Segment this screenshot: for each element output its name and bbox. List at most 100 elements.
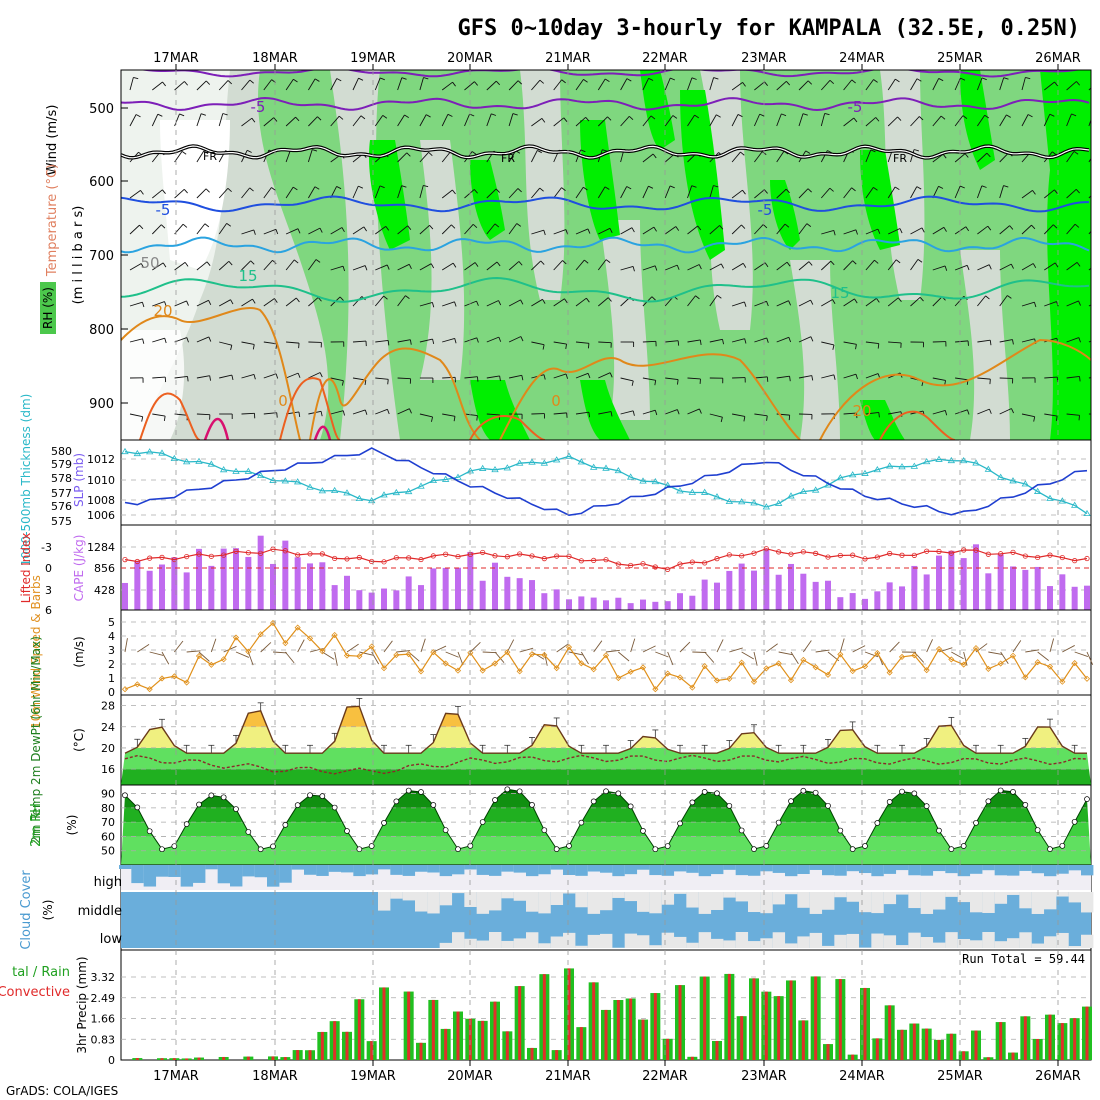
wind-barb-flag xyxy=(833,374,836,380)
cape-bars xyxy=(122,535,1090,610)
li-marker xyxy=(615,561,621,567)
cloud-low-gap xyxy=(624,933,638,948)
li-marker xyxy=(270,546,276,552)
cloud-high-bar xyxy=(168,865,181,877)
wind-barb xyxy=(731,81,743,91)
wind-barb xyxy=(665,340,679,343)
wind-barb xyxy=(241,187,251,199)
wind-barb-flag xyxy=(539,79,544,84)
cloud-middle-gap xyxy=(538,892,551,914)
rh-marker xyxy=(664,843,671,849)
wind-barb-flag xyxy=(317,116,322,121)
wind-barb xyxy=(174,413,188,416)
wind-barb xyxy=(263,117,275,127)
thickness-marker xyxy=(898,463,906,470)
wind-barb-flag xyxy=(133,77,139,80)
slp-tick-label: 1010 xyxy=(87,474,115,487)
cloud-label: Cloud Cover xyxy=(19,870,34,950)
wind-barb xyxy=(486,336,500,343)
wind-barb xyxy=(330,265,344,271)
wind-barb xyxy=(486,300,499,307)
li-marker xyxy=(985,551,991,557)
rh-marker xyxy=(714,790,720,797)
cape-bar xyxy=(590,597,597,610)
cape-bar xyxy=(1071,586,1078,610)
wind-barb xyxy=(397,185,403,199)
precip-bar-convective xyxy=(937,1039,941,1060)
precip-bar-convective xyxy=(320,1031,324,1060)
rh-marker xyxy=(985,798,992,805)
cape-bar xyxy=(208,565,215,610)
li-marker xyxy=(184,553,190,560)
main-legend-wind: Wind (m/s) xyxy=(45,105,60,176)
precip-bar-convective xyxy=(382,987,386,1060)
cloud-low-gap xyxy=(464,938,477,948)
cloud-low-gap xyxy=(908,932,921,948)
wind-marker xyxy=(541,651,548,659)
wind-barb-10m xyxy=(247,651,254,666)
cloud-high-bar xyxy=(748,865,761,876)
wind-barb-flag xyxy=(293,78,298,83)
wind-marker xyxy=(528,651,536,658)
wind-barb xyxy=(241,298,253,307)
contour-label: 15 xyxy=(830,284,849,302)
cloud-high-bar xyxy=(193,865,206,883)
wind-marker xyxy=(615,675,622,682)
wind-barb xyxy=(798,375,812,379)
wind-barb xyxy=(843,298,855,307)
wind-barb-flag xyxy=(336,78,342,82)
cloud-middle-gap xyxy=(748,892,761,913)
wind-barb-flag xyxy=(873,186,878,191)
cloud-high-bar xyxy=(1081,865,1094,876)
wind-barb xyxy=(1066,223,1076,235)
wind-barb-flag xyxy=(1049,113,1055,117)
li-marker xyxy=(899,552,905,558)
precip-bar-convective xyxy=(678,985,682,1060)
cape-bar xyxy=(307,563,313,610)
wind-barb xyxy=(419,338,433,343)
thickness-marker xyxy=(725,497,734,505)
cloud-low-gap xyxy=(674,936,687,948)
wind-barb-flag xyxy=(452,81,456,87)
precip-bar-convective xyxy=(357,999,361,1060)
wind-barb-flag xyxy=(716,294,722,299)
wind-barb-flag xyxy=(157,113,163,117)
wind-marker xyxy=(874,650,881,657)
wind-barb xyxy=(486,80,497,91)
lifted-index-markers xyxy=(122,546,1090,573)
wind-barb xyxy=(263,341,277,345)
precip-bar-convective xyxy=(764,991,768,1060)
wind-barb-flag xyxy=(584,259,589,264)
wind-barb xyxy=(642,409,656,415)
cape-bar xyxy=(233,548,239,610)
main-ytick-label: 800 xyxy=(89,323,114,338)
wind-barb-flag xyxy=(833,230,836,236)
thickness-marker xyxy=(602,464,610,471)
wind-marker xyxy=(171,673,178,680)
cloud-high-bar xyxy=(945,865,958,874)
cloud-high-bar xyxy=(205,865,218,870)
wind-barb-flag xyxy=(741,224,746,229)
wind-marker xyxy=(578,660,585,667)
wind-barb-flag xyxy=(587,343,590,349)
wind-barb xyxy=(196,80,207,91)
wind-barb-10m xyxy=(334,651,338,666)
slp-tick-label: 1012 xyxy=(87,453,115,466)
wind-barb-flag xyxy=(766,415,768,421)
precip-bar-convective xyxy=(160,1058,164,1060)
cape-bar xyxy=(1022,569,1029,610)
cape-bar xyxy=(1084,585,1090,610)
wind-barb-flag xyxy=(807,80,813,85)
cloud-middle-gap xyxy=(859,892,872,913)
precip-tick-label: 1.66 xyxy=(91,1013,116,1026)
cape-bar xyxy=(874,591,881,610)
wind-barb-flag xyxy=(654,380,657,386)
wind-barb-10m xyxy=(889,641,900,653)
cloud-high-bar xyxy=(267,865,280,887)
thickness-marker xyxy=(145,448,154,455)
cloud-high-bar xyxy=(760,865,773,872)
cape-bar xyxy=(1047,586,1053,610)
wind-barb-10m xyxy=(667,651,674,666)
cloud-high-bar xyxy=(735,865,749,876)
wind-barb-flag xyxy=(895,78,900,83)
